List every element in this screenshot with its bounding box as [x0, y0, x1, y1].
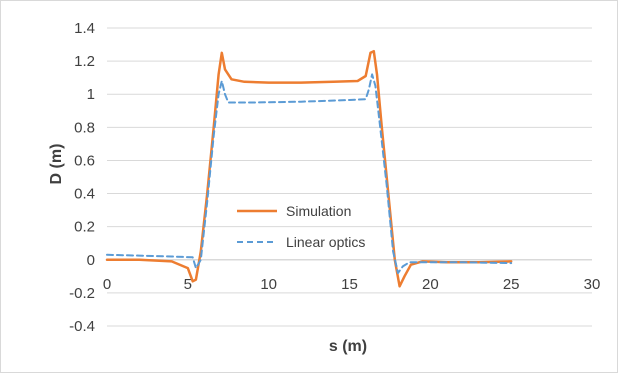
- series-layer: [105, 49, 513, 288]
- y-tick-label: 0.4: [74, 186, 95, 203]
- y-tick-label: 1: [87, 86, 95, 103]
- y-axis-title: D (m): [48, 144, 65, 185]
- y-tick-label: -0.4: [69, 318, 95, 335]
- legend: Simulation Linear optics: [237, 203, 365, 250]
- legend-label-simulation: Simulation: [286, 203, 351, 219]
- y-tick-label: -0.2: [69, 285, 95, 302]
- legend-label-linear-optics: Linear optics: [286, 234, 365, 250]
- y-tick-label: 0.2: [74, 219, 95, 236]
- x-tick-label: 20: [422, 276, 439, 293]
- y-tick-label: 1.4: [74, 20, 95, 37]
- x-tick-label: 5: [184, 276, 192, 293]
- x-axis-title: s (m): [329, 338, 367, 355]
- gridlines: [107, 27, 592, 327]
- series-line-linear-optics: [106, 73, 513, 274]
- x-tick-label: 10: [260, 276, 277, 293]
- y-tick-label: 1.2: [74, 53, 95, 70]
- tick-labels: -0.4 -0.2 0 0.2 0.4 0.6 0.8 1 1.2 1.4 0 5 10 15 20 25 30: [69, 20, 600, 335]
- y-tick-label: 0.8: [74, 119, 95, 136]
- x-tick-label: 30: [584, 276, 601, 293]
- y-tick-label: 0: [87, 252, 95, 269]
- x-tick-label: 0: [103, 276, 111, 293]
- series-line-simulation: [105, 49, 513, 288]
- y-tick-label: 0.6: [74, 152, 95, 169]
- x-tick-label: 15: [341, 276, 358, 293]
- x-tick-label: 25: [503, 276, 520, 293]
